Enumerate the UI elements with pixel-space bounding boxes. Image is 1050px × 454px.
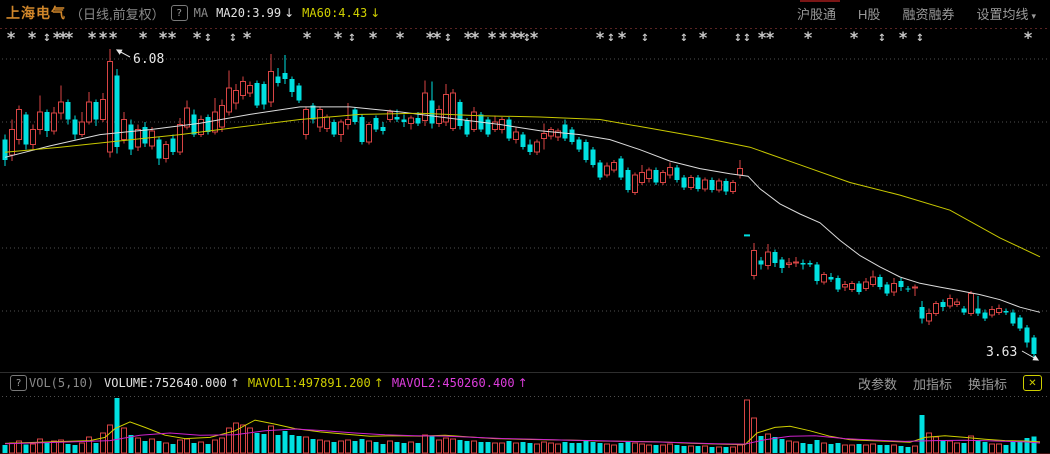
add-indicator-button[interactable]: 加指标 — [912, 376, 952, 392]
svg-text:*: * — [28, 28, 37, 47]
svg-text:*: * — [471, 28, 480, 47]
ma60-down-arrow-icon: ↓ — [370, 6, 381, 20]
vol-indicator-label: VOL(5,10) — [29, 376, 95, 390]
chart-header: 上海电气 （日线,前复权） ? MA MA20:3.99 ↓ MA60:4.43… — [0, 0, 1050, 26]
svg-text:↕: ↕ — [743, 33, 751, 44]
svg-text:*: * — [159, 28, 168, 47]
svg-text:↕: ↕ — [607, 33, 615, 44]
svg-text:*: * — [426, 28, 435, 47]
mavol2-up-arrow-icon: ↑ — [517, 376, 528, 390]
mavol1-value: MAVOL1:497891.200 — [247, 376, 371, 390]
menu-hshares[interactable]: H股 — [858, 6, 881, 22]
svg-text:↕: ↕ — [43, 33, 51, 44]
svg-text:*: * — [65, 28, 74, 47]
close-icon[interactable]: ✕ — [1023, 375, 1042, 391]
svg-text:*: * — [488, 28, 497, 47]
svg-text:*: * — [396, 28, 405, 47]
svg-text:↕: ↕ — [523, 33, 531, 44]
svg-text:*: * — [243, 28, 252, 47]
ma-label: MA — [193, 6, 209, 20]
ma20-down-arrow-icon: ↓ — [284, 6, 295, 20]
svg-text:6.08: 6.08 — [133, 52, 164, 67]
svg-text:↕: ↕ — [444, 33, 452, 44]
volume-up-arrow-icon: ↑ — [229, 376, 240, 390]
tab-underline-accent — [800, 0, 840, 2]
indicator-actions: 改参数 加指标 换指标 ✕ — [858, 374, 1050, 393]
svg-text:*: * — [168, 28, 177, 47]
svg-text:*: * — [7, 28, 16, 47]
menu-margin-trading[interactable]: 融资融券 — [902, 6, 955, 22]
help-icon[interactable]: ? — [170, 5, 188, 21]
svg-text:3.63: 3.63 — [986, 345, 1017, 360]
svg-text:↕: ↕ — [229, 33, 237, 44]
svg-text:*: * — [139, 28, 148, 47]
svg-text:*: * — [53, 28, 62, 47]
svg-text:*: * — [1024, 28, 1033, 47]
mavol1-up-arrow-icon: ↑ — [373, 376, 384, 390]
svg-text:↕: ↕ — [204, 33, 212, 44]
svg-text:*: * — [303, 28, 312, 47]
svg-text:*: * — [850, 28, 859, 47]
svg-text:↕: ↕ — [680, 33, 688, 44]
ma-settings-menu[interactable]: 设置均线 ▾ — [976, 4, 1036, 23]
ma-settings-label: 设置均线 — [976, 6, 1029, 22]
svg-text:↕: ↕ — [878, 33, 886, 44]
svg-text:*: * — [699, 28, 708, 47]
svg-text:*: * — [59, 28, 68, 47]
svg-text:↕: ↕ — [348, 33, 356, 44]
change-params-button[interactable]: 改参数 — [857, 376, 897, 392]
svg-text:*: * — [193, 28, 202, 47]
stock-name: 上海电气 — [6, 5, 66, 21]
svg-text:*: * — [758, 28, 767, 47]
svg-text:*: * — [596, 28, 605, 47]
svg-text:*: * — [618, 28, 627, 47]
ma60-value: MA60:4.43 — [302, 6, 368, 20]
svg-text:↕: ↕ — [734, 33, 742, 44]
menu-hugutong[interactable]: 沪股通 — [797, 6, 837, 22]
svg-text:*: * — [369, 28, 378, 47]
svg-text:*: * — [804, 28, 813, 47]
svg-text:*: * — [499, 28, 508, 47]
svg-text:*: * — [109, 28, 118, 47]
chevron-down-icon: ▾ — [1031, 10, 1036, 21]
volume-header: ? VOL(5,10) VOLUME:752640.000 ↑ MAVOL1:4… — [0, 373, 1050, 393]
svg-text:↕: ↕ — [916, 33, 924, 44]
vol-help-icon[interactable]: ? — [10, 375, 27, 391]
svg-text:*: * — [99, 28, 108, 47]
volume-value: VOLUME:752640.000 — [104, 376, 227, 390]
svg-text:*: * — [766, 28, 775, 47]
ma20-value: MA20:3.99 — [216, 6, 282, 20]
svg-text:*: * — [433, 28, 442, 47]
period-adjust-mode: （日线,前复权） — [70, 6, 165, 22]
svg-text:*: * — [530, 28, 539, 47]
svg-text:*: * — [899, 28, 908, 47]
svg-text:*: * — [88, 28, 97, 47]
svg-text:*: * — [517, 28, 526, 47]
switch-indicator-button[interactable]: 换指标 — [967, 376, 1007, 392]
svg-text:↕: ↕ — [641, 33, 649, 44]
header-menu: 沪股通 H股 融资融券 设置均线 ▾ — [797, 4, 1050, 23]
mavol2-value: MAVOL2:450260.400 — [391, 376, 515, 390]
svg-text:*: * — [334, 28, 343, 47]
svg-text:*: * — [510, 28, 519, 47]
svg-text:*: * — [464, 28, 473, 47]
